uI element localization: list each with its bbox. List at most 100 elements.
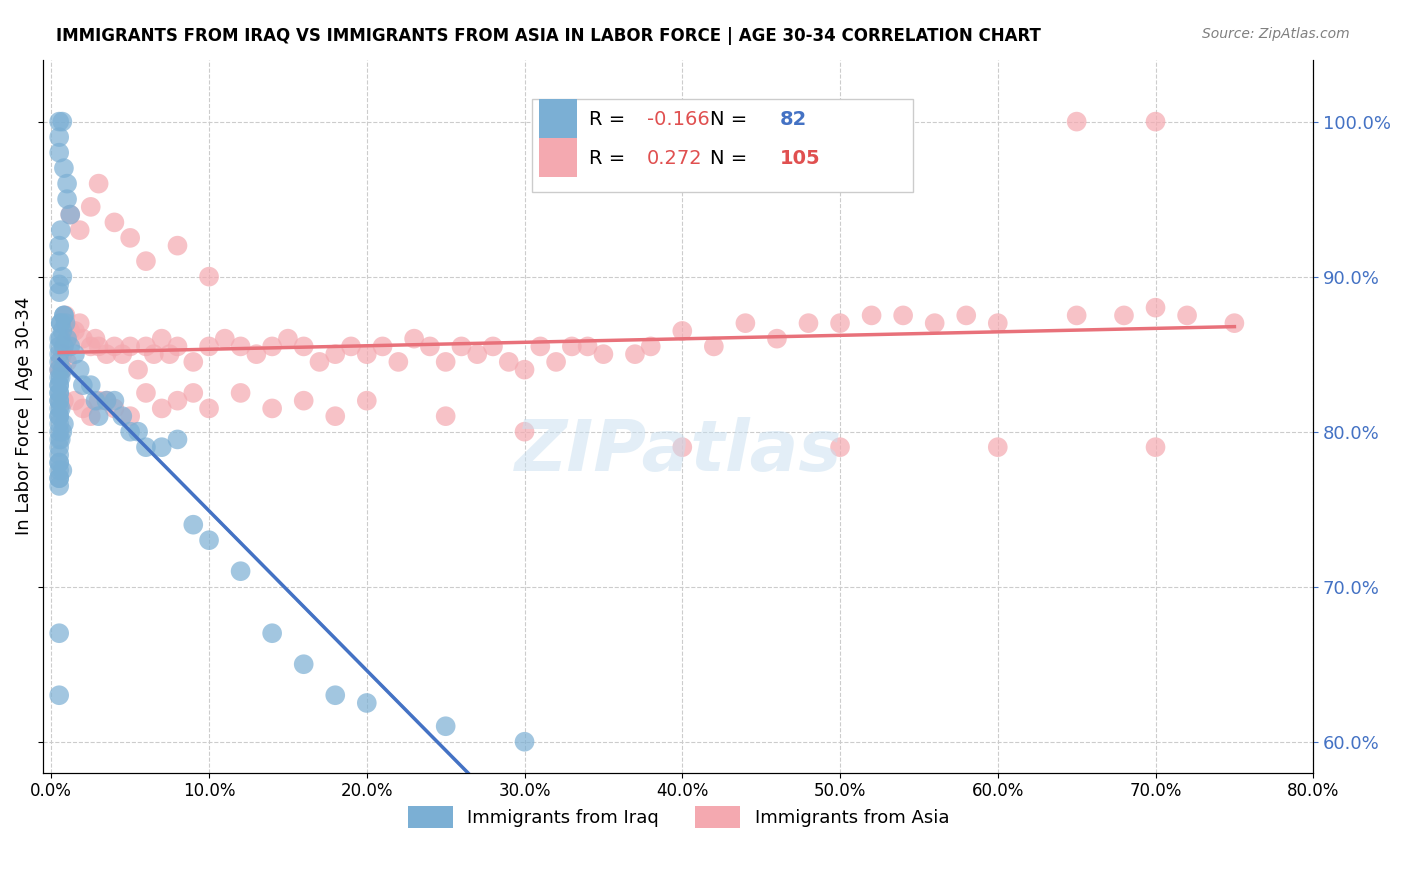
Point — [198, 269, 221, 284]
Point — [84, 393, 107, 408]
Point — [262, 401, 284, 416]
Point — [59, 208, 82, 222]
Point — [924, 316, 946, 330]
Point — [127, 425, 149, 439]
Point — [48, 238, 70, 252]
Text: R =: R = — [589, 110, 631, 128]
Point — [434, 355, 457, 369]
Point — [498, 355, 520, 369]
Point — [120, 409, 142, 424]
Point — [465, 347, 488, 361]
Point — [52, 309, 75, 323]
Point — [450, 339, 472, 353]
Point — [87, 177, 110, 191]
Point — [48, 471, 70, 485]
Point — [734, 316, 756, 330]
Point — [229, 564, 252, 578]
Point — [166, 339, 188, 353]
Point — [135, 254, 157, 268]
Point — [766, 332, 789, 346]
Point — [292, 339, 315, 353]
Point — [262, 626, 284, 640]
Point — [72, 332, 94, 346]
Point — [48, 409, 70, 424]
Point — [127, 362, 149, 376]
Point — [48, 339, 70, 353]
Point — [166, 238, 188, 252]
Point — [891, 309, 914, 323]
Point — [797, 316, 820, 330]
Point — [48, 440, 70, 454]
Point — [48, 479, 70, 493]
Point — [48, 401, 70, 416]
Point — [142, 347, 165, 361]
Point — [292, 393, 315, 408]
Point — [955, 309, 977, 323]
Point — [87, 409, 110, 424]
Point — [48, 145, 70, 160]
Point — [48, 448, 70, 462]
Point — [214, 332, 236, 346]
Point — [404, 332, 426, 346]
Text: IMMIGRANTS FROM IRAQ VS IMMIGRANTS FROM ASIA IN LABOR FORCE | AGE 30-34 CORRELAT: IMMIGRANTS FROM IRAQ VS IMMIGRANTS FROM … — [56, 27, 1040, 45]
Point — [69, 223, 91, 237]
Point — [120, 231, 142, 245]
Point — [51, 324, 73, 338]
Point — [103, 401, 125, 416]
Point — [48, 409, 70, 424]
Point — [48, 417, 70, 431]
Point — [181, 385, 204, 400]
Point — [277, 332, 299, 346]
Point — [63, 347, 86, 361]
Point — [48, 332, 70, 346]
Point — [55, 309, 77, 323]
Point — [120, 425, 142, 439]
Point — [63, 393, 86, 408]
Point — [323, 347, 346, 361]
Point — [576, 339, 599, 353]
Point — [356, 696, 378, 710]
Point — [1144, 440, 1167, 454]
Point — [703, 339, 725, 353]
Legend: Immigrants from Iraq, Immigrants from Asia: Immigrants from Iraq, Immigrants from As… — [401, 798, 956, 835]
Point — [159, 347, 181, 361]
Point — [48, 425, 70, 439]
Point — [356, 347, 378, 361]
Point — [48, 385, 70, 400]
Text: Source: ZipAtlas.com: Source: ZipAtlas.com — [1202, 27, 1350, 41]
Text: N =: N = — [710, 149, 754, 168]
Point — [49, 316, 72, 330]
Point — [513, 425, 536, 439]
Point — [69, 316, 91, 330]
Point — [1144, 114, 1167, 128]
Point — [48, 393, 70, 408]
Point — [56, 355, 79, 369]
Point — [49, 355, 72, 369]
Point — [371, 339, 394, 353]
Point — [48, 355, 70, 369]
Point — [356, 393, 378, 408]
Point — [181, 355, 204, 369]
Point — [52, 393, 75, 408]
Text: N =: N = — [710, 110, 754, 128]
Text: R =: R = — [589, 149, 631, 168]
Point — [103, 215, 125, 229]
Text: ZIPatlas: ZIPatlas — [515, 417, 842, 486]
Point — [48, 254, 70, 268]
Point — [181, 517, 204, 532]
Point — [166, 433, 188, 447]
Point — [52, 161, 75, 175]
Point — [135, 339, 157, 353]
Point — [987, 316, 1010, 330]
Point — [592, 347, 614, 361]
Point — [51, 362, 73, 376]
Point — [482, 339, 505, 353]
Point — [1144, 301, 1167, 315]
Point — [49, 370, 72, 384]
Point — [671, 440, 693, 454]
Point — [135, 385, 157, 400]
Text: -0.166: -0.166 — [647, 110, 710, 128]
Point — [120, 339, 142, 353]
Bar — [538, 99, 576, 138]
Point — [48, 285, 70, 300]
